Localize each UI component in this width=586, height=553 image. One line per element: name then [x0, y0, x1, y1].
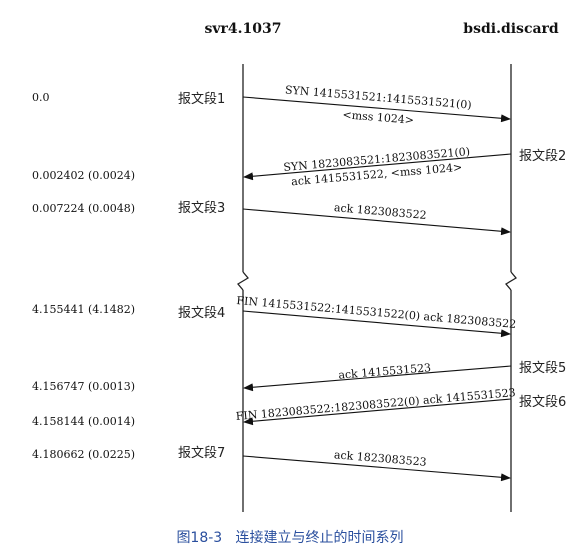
time-label: 4.180662 (0.0225)	[32, 448, 135, 461]
message-arrow	[242, 208, 511, 236]
message-arrow	[242, 310, 511, 338]
figure-caption: 图18-3 连接建立与终止的时间系列	[176, 529, 403, 546]
segment-label: 报文段4	[178, 306, 225, 321]
segment-label: 报文段2	[519, 149, 566, 164]
time-label: 4.155441 (4.1482)	[32, 303, 135, 316]
message-arrow	[243, 153, 512, 181]
message-arrow	[242, 455, 511, 482]
right-host-label: bsdi.discard	[463, 21, 559, 37]
left-lifeline	[237, 64, 249, 512]
time-label: 4.156747 (0.0013)	[32, 380, 135, 393]
message-text: FIN 1823083522:1823083522(0) ack 1415531…	[235, 386, 516, 423]
right-lifeline	[505, 64, 517, 512]
left-host-label: svr4.1037	[205, 21, 282, 37]
message-text: ack 1823083523	[333, 448, 427, 469]
segment-label: 报文段3	[178, 201, 225, 216]
message-text: ack 1415531523	[338, 361, 432, 382]
message-arrow	[243, 365, 512, 392]
time-label: 4.158144 (0.0014)	[32, 415, 135, 428]
message-arrow	[243, 398, 512, 426]
message-text: ack 1823083522	[333, 201, 427, 222]
message-text: FIN 1415531522:1415531522(0) ack 1823083…	[236, 294, 517, 331]
segment-label: 报文段6	[519, 395, 566, 410]
segment-label: 报文段1	[178, 92, 225, 107]
message-arrow	[242, 96, 511, 123]
time-label: 0.0	[32, 91, 50, 104]
time-label: 0.007224 (0.0048)	[32, 202, 135, 215]
message-text: <mss 1024>	[342, 108, 414, 127]
segment-label: 报文段5	[519, 361, 566, 376]
message-text: SYN 1415531521:1415531521(0)	[284, 83, 472, 111]
segment-label: 报文段7	[178, 446, 225, 461]
time-label: 0.002402 (0.0024)	[32, 169, 135, 182]
